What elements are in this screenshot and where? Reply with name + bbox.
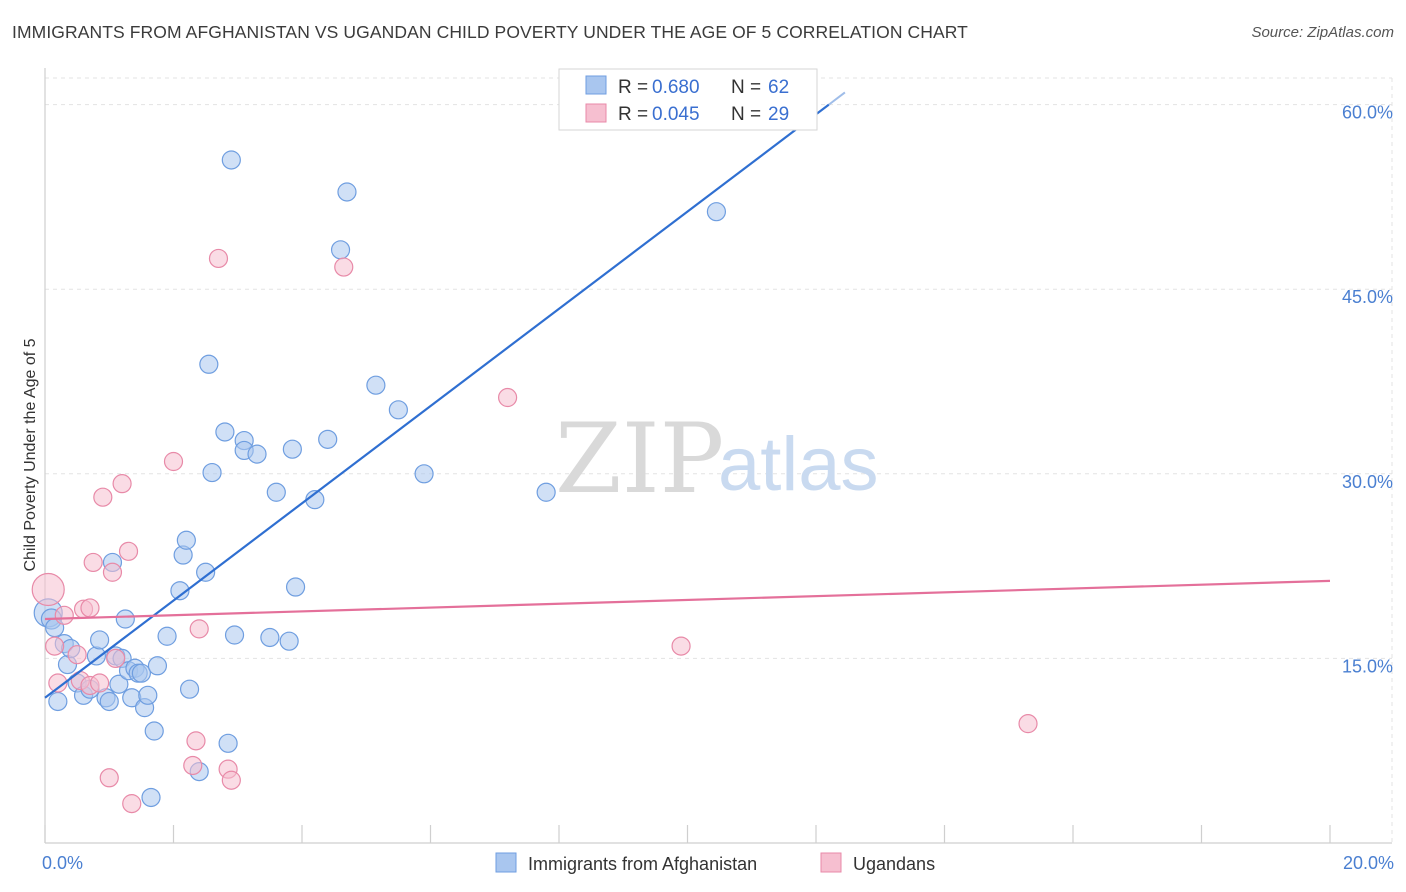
series-legend-swatch-ugandans [820,852,842,873]
legend-n-value-blue: 62 [768,77,789,98]
ugandans-point-25 [334,257,354,277]
chart-title: IMMIGRANTS FROM AFGHANISTAN VS UGANDAN C… [12,22,968,42]
y-tick-label-15: 15.0% [1342,656,1393,676]
afghanistan-point-49 [285,577,306,597]
ugandans-point-2 [48,673,68,693]
afghanistan-point-57 [536,482,556,502]
afghanistan-point-33 [179,679,200,699]
y-axis-label: Child Poverty Under the Age of 5 [22,338,39,571]
afghanistan-point-32 [176,530,196,550]
y-tick-labels: 15.0% 30.0% 45.0% 60.0% [1342,103,1393,677]
ugandans-point-13 [102,562,123,582]
afghanistan-point-48 [282,439,302,459]
afghanistan-point-36 [199,354,219,374]
series-afghanistan-points [33,150,727,808]
legend-r-value-blue: 0.680 [652,77,700,98]
ugandans-point-3 [54,605,74,625]
afghanistan-point-58 [706,202,727,222]
trend-lines [44,91,1331,699]
axes [44,68,1392,844]
series-legend-label-afghanistan: Immigrants from Afghanistan [528,854,757,874]
ugandans-point-1 [45,636,65,656]
afghanistan-point-13 [99,691,119,712]
x-tick-label-0: 0.0% [42,853,83,873]
ugandans-point-21 [189,619,209,639]
legend-r-label-pink: R = [618,104,648,125]
ugandans-point-28 [1018,714,1038,734]
afghanistan-point-26 [141,787,161,808]
legend-swatch-blue [585,75,607,95]
afghanistan-point-54 [366,375,386,395]
watermark: ZIP atlas [555,403,879,515]
ugandans-point-9 [83,552,103,573]
y-tick-label-60: 60.0% [1342,103,1393,123]
afghanistan-point-10 [86,646,107,666]
ugandans-point-20 [186,731,206,751]
ugandans-point-15 [112,474,132,494]
afghanistan-point-46 [266,482,286,502]
afghanistan-point-47 [279,631,299,651]
y-tick-label-30: 30.0% [1342,472,1393,492]
afghanistan-point-35 [196,562,216,582]
afghanistan-point-51 [318,429,338,449]
afghanistan-point-39 [218,733,238,753]
ugandans-point-24 [221,770,241,790]
afghanistan-point-40 [221,150,241,170]
afghanistan-point-25 [138,685,158,705]
afghanistan-point-28 [147,656,168,676]
ugandans-point-18 [163,451,184,472]
afghanistan-point-37 [202,462,222,483]
series-legend: Immigrants from Afghanistan Ugandans [495,852,935,874]
ugandans-point-11 [93,487,113,507]
series-legend-label-ugandans: Ugandans [853,854,935,874]
ugandans-point-4 [67,645,87,665]
ugandans-point-7 [80,598,100,618]
ugandans-point-26 [498,387,518,408]
ugandans-point-10 [90,673,110,693]
ugandans-trend-line [44,579,1331,621]
afghanistan-point-30 [170,581,190,601]
afghanistan-trend-extension [828,91,846,106]
watermark-atlas: atlas [718,422,879,507]
afghanistan-point-53 [337,182,357,202]
legend-r-value-pink: 0.045 [652,104,700,125]
legend-n-label-blue: N = [731,77,761,98]
x-tick-labels: 0.0% 20.0% [42,853,1394,873]
ugandans-point-22 [208,248,229,269]
afghanistan-point-3 [48,691,68,712]
ugandans-point-19 [183,755,203,776]
ugandans-point-16 [118,541,139,561]
legend-swatch-pink [585,103,607,123]
afghanistan-point-44 [247,444,267,464]
afghanistan-point-11 [90,630,110,650]
afghanistan-point-52 [330,240,351,260]
watermark-zip: ZIP [555,403,724,515]
afghanistan-point-16 [109,674,129,694]
afghanistan-point-56 [414,464,434,484]
ugandans-point-27 [671,636,691,656]
ugandans-point-14 [106,648,126,669]
stats-legend: R = 0.680 N = 62 R = 0.045 N = 29 [558,68,818,131]
afghanistan-trend-line [44,103,830,699]
source-credit: Source: ZipAtlas.com [1251,24,1394,41]
x-tick-label-20: 20.0% [1343,853,1394,873]
series-legend-swatch-afghanistan [495,852,517,873]
afghanistan-point-41 [224,625,245,645]
legend-r-label-blue: R = [618,77,648,98]
legend-n-value-pink: 29 [768,104,789,125]
ugandans-point-17 [122,794,142,814]
afghanistan-point-55 [388,400,408,420]
ugandans-point-0 [31,572,65,607]
afghanistan-point-29 [157,626,177,646]
series-ugandans-points [31,248,1038,814]
afghanistan-point-45 [260,627,280,648]
legend-n-label-pink: N = [731,104,761,125]
ugandans-point-12 [99,768,119,788]
y-tick-label-45: 45.0% [1342,287,1393,307]
afghanistan-point-27 [144,721,164,741]
afghanistan-point-18 [115,609,135,629]
afghanistan-point-38 [215,422,235,442]
afghanistan-point-23 [131,663,151,683]
